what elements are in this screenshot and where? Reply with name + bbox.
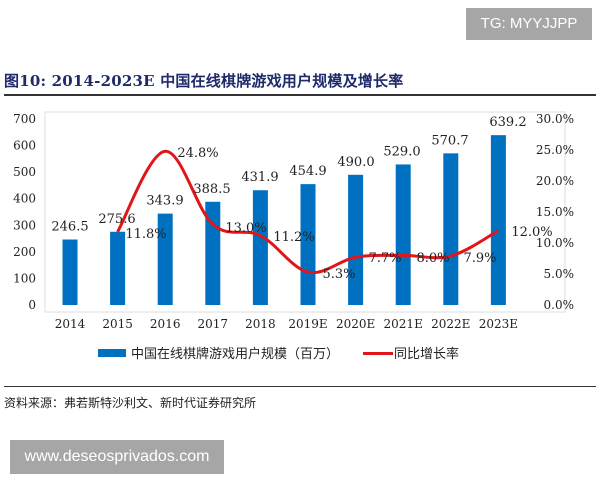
bar-data-label: 490.0 — [337, 155, 374, 170]
bar-data-label: 388.5 — [193, 182, 230, 197]
y-left-tick-label: 100 — [13, 271, 36, 285]
watermark-top: TG: MYYJJPP — [466, 8, 592, 40]
line-data-label: 11.2% — [273, 230, 314, 245]
line-data-label: 24.8% — [177, 146, 218, 161]
legend: 中国在线棋牌游戏用户规模（百万） 同比增长率 — [98, 346, 459, 362]
y-left-tick-label: 500 — [13, 165, 36, 179]
legend-bar-label: 中国在线棋牌游戏用户规模（百万） — [131, 346, 339, 362]
title-divider — [4, 94, 596, 96]
y-right-tick-label: 5.0% — [544, 267, 575, 281]
y-right-tick-label: 0.0% — [544, 298, 575, 312]
line-data-label: 11.8% — [125, 227, 166, 242]
y-left-tick-label: 400 — [13, 192, 36, 206]
line-data-label: 8.0% — [416, 251, 449, 266]
y-left-tick-label: 200 — [13, 245, 36, 259]
line-data-label: 7.9% — [463, 251, 496, 266]
y-right-tick-label: 15.0% — [536, 205, 574, 219]
bar-data-label: 275.6 — [98, 212, 135, 227]
x-tick-label: 2015 — [102, 317, 133, 331]
bar — [443, 153, 459, 305]
x-tick-label: 2019E — [288, 317, 327, 331]
bar — [110, 231, 126, 305]
x-tick-label: 2016 — [150, 317, 181, 331]
bar — [395, 164, 411, 305]
figure-title: 图10: 2014-2023E 中国在线棋牌游戏用户规模及增长率 — [4, 72, 404, 90]
x-tick-label: 2017 — [198, 317, 229, 331]
y-left-tick-label: 300 — [13, 218, 36, 232]
line-data-label: 5.3% — [322, 267, 355, 282]
bar-data-label: 246.5 — [51, 220, 88, 235]
line-data-label: 12.0% — [511, 225, 552, 240]
bar-data-label: 431.9 — [241, 170, 278, 185]
x-tick-label: 2023E — [479, 317, 518, 331]
y-left-tick-label: 600 — [13, 139, 36, 153]
bar — [348, 174, 364, 305]
bar — [252, 190, 268, 305]
y-left-tick-label: 700 — [13, 112, 36, 126]
growth-rate-line — [116, 149, 500, 275]
line-data-label: 7.7% — [368, 251, 401, 266]
bar — [157, 213, 173, 305]
watermark-bottom: www.deseosprivados.com — [10, 440, 224, 474]
x-tick-label: 2020E — [336, 317, 375, 331]
chart: 0 100 200 300 400 500 600 700 0.0% 5.0% 10.0% 15.0%… — [13, 111, 575, 362]
y-left-tick-label: 0 — [28, 298, 36, 312]
x-tick-label: 2022E — [431, 317, 470, 331]
bar — [300, 184, 316, 305]
legend-line-label: 同比增长率 — [394, 346, 459, 362]
bar-data-label: 529.0 — [383, 144, 420, 159]
source-divider — [4, 386, 596, 387]
bar-data-label: 570.7 — [431, 133, 468, 148]
bar-data-label: 343.9 — [146, 194, 183, 209]
y-right-tick-label: 10.0% — [536, 236, 574, 250]
line-data-label: 13.0% — [225, 221, 266, 236]
x-tick-label: 2014 — [55, 317, 86, 331]
x-tick-label: 2018 — [245, 317, 276, 331]
plot-frame — [44, 111, 566, 313]
y-right-tick-label: 25.0% — [536, 143, 574, 157]
bar — [62, 239, 78, 305]
legend-bar-swatch — [98, 349, 126, 357]
bar — [490, 135, 506, 305]
bar-data-label: 454.9 — [289, 164, 326, 179]
y-right-tick-label: 30.0% — [536, 112, 574, 126]
source-note: 资料来源：弗若斯特沙利文、新时代证券研究所 — [4, 396, 257, 410]
bar-data-label: 639.2 — [489, 115, 526, 130]
x-tick-label: 2021E — [384, 317, 423, 331]
y-right-tick-label: 20.0% — [536, 174, 574, 188]
legend-line-swatch — [363, 352, 393, 355]
